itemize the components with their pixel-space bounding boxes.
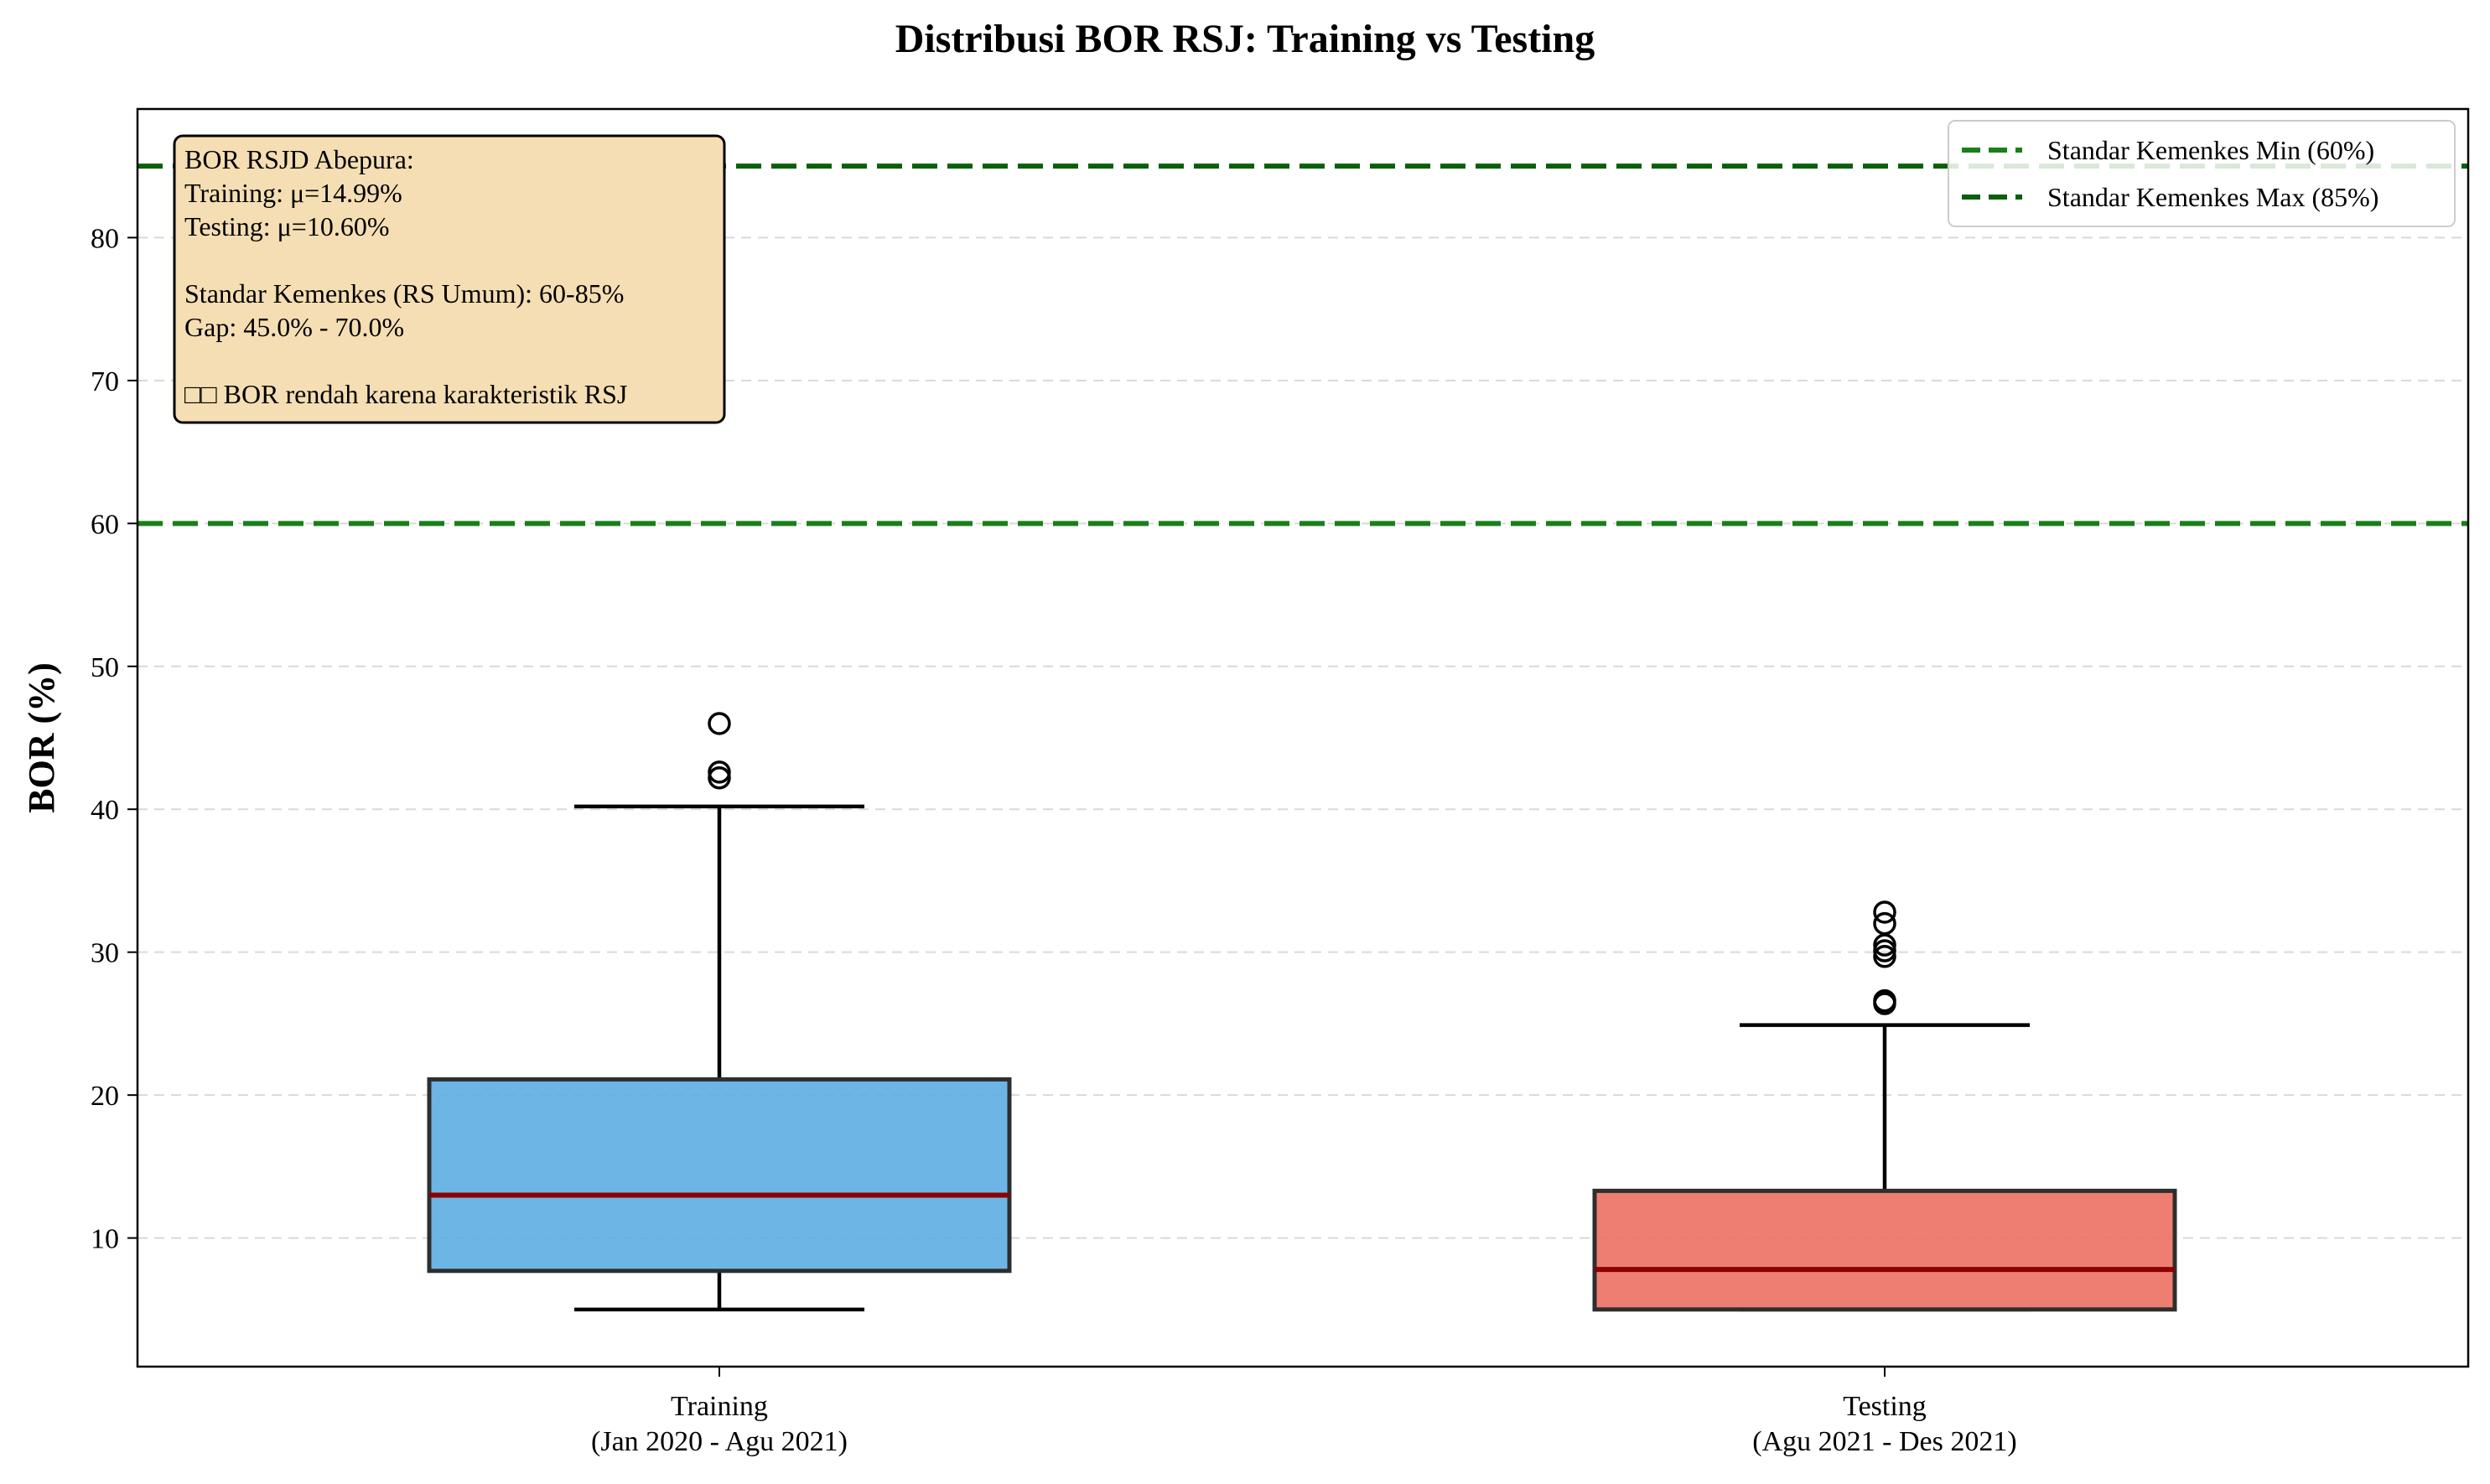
y-tick-label: 40 <box>91 795 119 826</box>
legend-label: Standar Kemenkes Max (85%) <box>2047 182 2378 212</box>
outlier-point <box>708 712 731 735</box>
annotation-line: Training: μ=14.99% <box>184 178 402 208</box>
boxplots <box>427 712 2177 1312</box>
x-tick-sublabel: (Agu 2021 - Des 2021) <box>1752 1426 2016 1457</box>
outlier-point <box>1873 911 1896 936</box>
annotation-line: □□ BOR rendah karena karakteristik RSJ <box>184 379 627 409</box>
plot-frame <box>136 107 2470 1368</box>
y-tick-label: 80 <box>91 223 119 254</box>
y-axis: 10 20 30 40 50 60 70 80 <box>91 223 137 1255</box>
x-tick-label: Training <box>671 1391 768 1422</box>
outlier-point <box>1873 939 1896 963</box>
chart-title: Distribusi BOR RSJ: Training vs Testing <box>895 17 1595 61</box>
x-tick-sublabel: (Jan 2020 - Agu 2021) <box>591 1426 848 1457</box>
y-tick-label: 50 <box>91 652 119 683</box>
y-axis-label: BOR (%) <box>21 662 62 813</box>
y-tick-label: 60 <box>91 509 119 540</box>
annotation-line: BOR RSJD Abepura: <box>184 144 414 174</box>
legend-frame <box>1948 120 2456 227</box>
boxplot-testing <box>1592 900 2177 1312</box>
box-iqr <box>1592 1188 2177 1312</box>
y-tick-label: 10 <box>91 1224 119 1255</box>
outlier-point <box>708 760 731 784</box>
annotation-line: Gap: 45.0% - 70.0% <box>184 312 404 342</box>
box-iqr <box>427 1077 1012 1274</box>
annotation-line: Standar Kemenkes (RS Umum): 60-85% <box>184 278 624 309</box>
outlier-point <box>1873 945 1896 968</box>
annotation-box: BOR RSJD Abepura: Training: μ=14.99%Testi… <box>173 134 726 424</box>
boxplot-training <box>427 712 1012 1312</box>
legend: Standar Kemenkes Min (60%) Standar Kemenk… <box>1948 120 2456 227</box>
outlier-point <box>708 765 731 790</box>
x-axis: Training (Jan 2020 - Agu 2021) Testing (Agu… <box>591 1367 2017 1457</box>
y-tick-label: 30 <box>91 938 119 969</box>
y-tick-label: 70 <box>91 366 119 397</box>
outlier-point <box>1873 988 1896 1013</box>
annotation-frame <box>173 134 726 424</box>
legend-label: Standar Kemenkes Min (60%) <box>2047 135 2374 165</box>
x-tick-label: Testing <box>1843 1391 1927 1422</box>
y-tick-label: 20 <box>91 1081 119 1112</box>
annotation-line: Testing: μ=10.60% <box>184 211 390 241</box>
outlier-point <box>1873 900 1896 924</box>
